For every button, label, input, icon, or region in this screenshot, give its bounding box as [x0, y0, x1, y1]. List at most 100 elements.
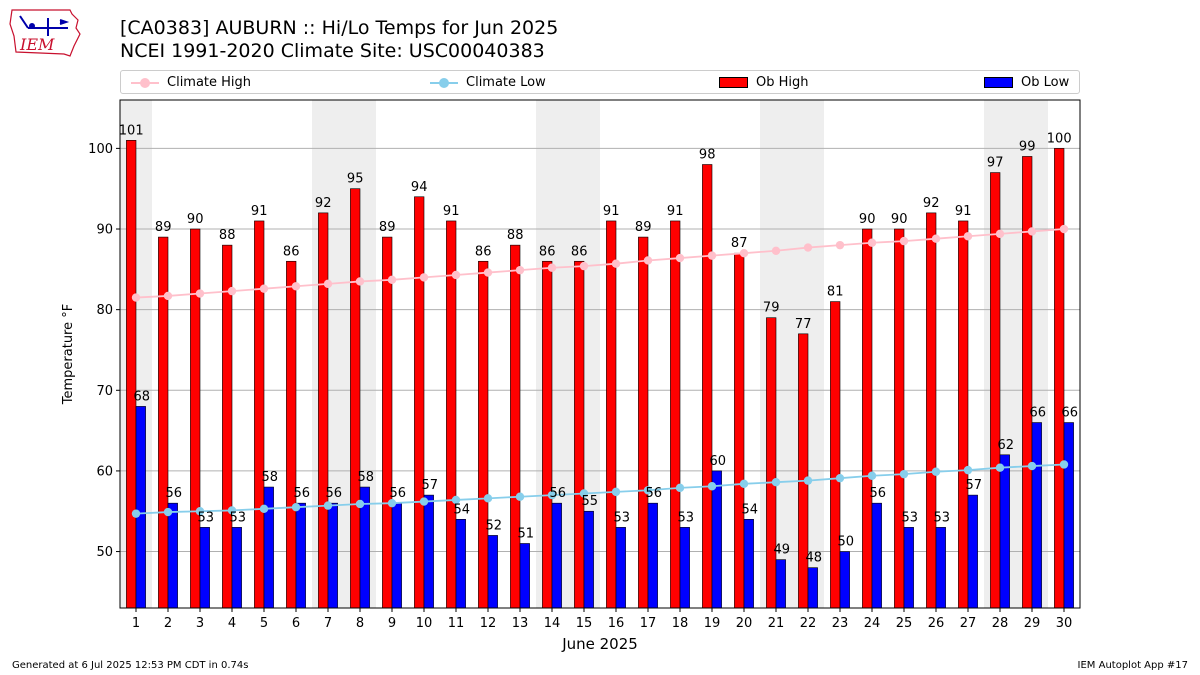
- ob-high-bar: [830, 301, 841, 609]
- ob-high-label: 77: [795, 317, 812, 332]
- climate-low-point: [259, 504, 269, 514]
- ob-high-label: 98: [699, 148, 716, 163]
- climate-low-point: [707, 482, 717, 491]
- climate-low-point: [515, 492, 525, 501]
- x-tick-label: 16: [608, 616, 625, 631]
- y-tick-label: 70: [96, 384, 113, 399]
- ob-low-label: 53: [230, 510, 247, 525]
- climate-low-point: [1027, 461, 1037, 471]
- climate-high-point: [931, 234, 941, 243]
- ob-low-bar: [967, 494, 978, 609]
- climate-high-point: [675, 253, 685, 263]
- ob-high-bar: [382, 236, 393, 609]
- ob-high-label: 89: [635, 220, 652, 235]
- ob-low-label: 54: [742, 502, 759, 517]
- ob-high-label: 99: [1019, 139, 1036, 154]
- climate-low-point: [899, 469, 909, 479]
- climate-low-point: [835, 473, 845, 483]
- ob-high-bar: [254, 220, 265, 609]
- ob-high-label: 94: [411, 180, 428, 195]
- x-tick-label: 2: [164, 616, 172, 631]
- chart-subtitle: NCEI 1991-2020 Climate Site: USC00040383: [120, 40, 545, 62]
- ob-high-label: 87: [731, 236, 748, 251]
- climate-high-point: [227, 286, 237, 296]
- ob-high-label: 90: [187, 212, 204, 227]
- climate-high-point: [131, 293, 141, 302]
- ob-low-bar: [839, 551, 850, 609]
- ob-low-label: 56: [390, 486, 407, 501]
- climate-low-point: [131, 509, 141, 518]
- logo-text: IEM: [19, 35, 55, 54]
- x-tick-label: 29: [1024, 616, 1041, 631]
- ob-high-label: 101: [119, 123, 144, 138]
- ob-low-bar: [487, 535, 498, 609]
- ob-low-label: 53: [614, 510, 631, 525]
- ob-low-bar: [391, 502, 402, 609]
- climate-low-point: [963, 465, 973, 475]
- ob-low-label: 53: [902, 510, 919, 525]
- ob-high-label: 92: [923, 196, 940, 211]
- ob-low-swatch-icon: [984, 77, 1013, 88]
- climate-low-point: [291, 503, 301, 512]
- ob-high-bar: [766, 317, 777, 609]
- legend: Climate High Climate Low Ob High Ob Low: [120, 70, 1080, 94]
- ob-low-bar: [999, 454, 1010, 609]
- climate-high-point: [835, 240, 845, 250]
- legend-label-ob-low: Ob Low: [1021, 75, 1070, 90]
- climate-low-point: [643, 486, 653, 495]
- climate-high-line: [135, 228, 1065, 299]
- ob-high-label: 88: [507, 228, 524, 243]
- ob-high-label: 79: [763, 301, 780, 316]
- ob-low-label: 62: [998, 438, 1015, 453]
- ob-low-bar: [551, 502, 562, 609]
- climate-high-point: [771, 246, 781, 255]
- x-tick-label: 7: [324, 616, 332, 631]
- climate-high-point: [195, 289, 205, 298]
- climate-low-point: [803, 476, 813, 485]
- x-tick-label: 19: [704, 616, 721, 631]
- climate-high-point: [1027, 227, 1037, 236]
- ob-high-label: 91: [667, 204, 684, 219]
- x-tick-label: 24: [864, 616, 881, 631]
- ob-high-bar: [670, 220, 681, 609]
- ob-low-bar: [167, 502, 178, 609]
- ob-high-bar: [1054, 148, 1065, 609]
- climate-low-point: [771, 478, 781, 487]
- ob-high-label: 92: [315, 196, 332, 211]
- ob-high-label: 91: [443, 204, 460, 219]
- climate-low-point: [387, 498, 397, 508]
- legend-item-climate-high: Climate High: [131, 74, 251, 92]
- ob-high-bar: [606, 220, 617, 609]
- climate-low-point: [739, 479, 749, 489]
- ob-low-bar: [679, 527, 690, 609]
- ob-low-label: 68: [134, 389, 151, 404]
- ob-low-label: 50: [838, 535, 855, 550]
- ob-low-label: 58: [262, 470, 279, 485]
- x-tick-label: 12: [480, 616, 497, 631]
- ob-low-label: 55: [582, 494, 599, 509]
- x-tick-label: 22: [800, 616, 817, 631]
- climate-low-point: [995, 463, 1005, 472]
- climate-low-point: [579, 489, 589, 498]
- climate-high-point: [963, 232, 973, 241]
- ob-low-bar: [423, 494, 434, 609]
- chart-title: [CA0383] AUBURN :: Hi/Lo Temps for Jun 2…: [120, 17, 559, 39]
- ob-low-bar: [775, 559, 786, 609]
- ob-low-bar: [295, 502, 306, 609]
- ob-low-label: 66: [1062, 406, 1079, 421]
- climate-high-point: [323, 279, 333, 289]
- climate-high-point: [867, 238, 877, 247]
- legend-label-ob-high: Ob High: [756, 75, 809, 90]
- ob-high-label: 90: [859, 212, 876, 227]
- climate-low-point: [483, 494, 493, 503]
- ob-high-bar: [478, 260, 489, 609]
- ob-low-label: 53: [934, 510, 951, 525]
- x-tick-label: 3: [196, 616, 204, 631]
- ob-low-label: 56: [646, 486, 663, 501]
- ob-low-bar: [327, 502, 338, 609]
- climate-high-point: [995, 229, 1005, 239]
- ob-low-bar: [935, 527, 946, 609]
- climate-low-point: [355, 499, 365, 509]
- y-tick-label: 100: [88, 142, 113, 157]
